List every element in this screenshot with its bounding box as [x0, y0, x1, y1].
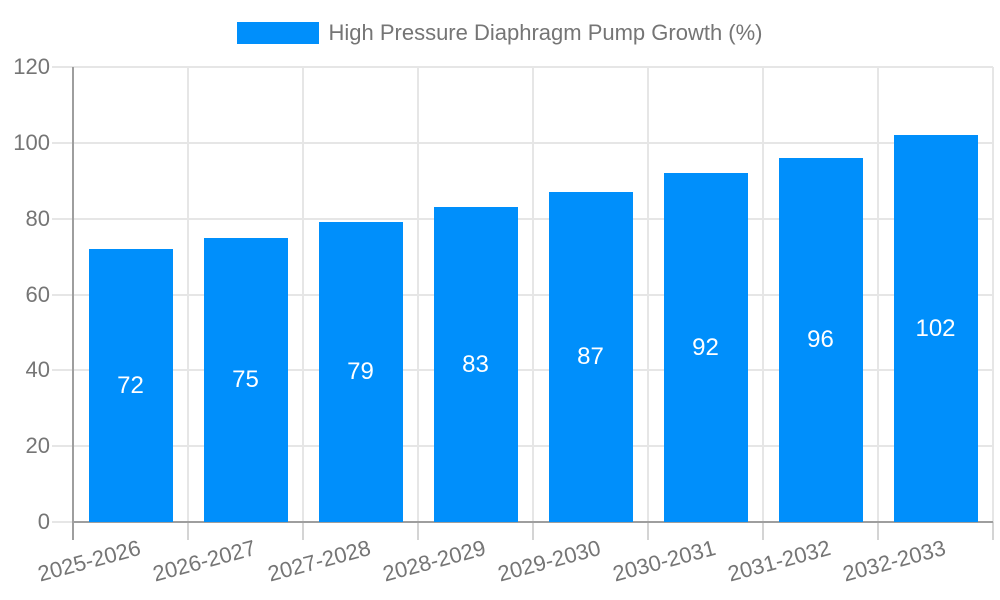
- y-axis-tick-label: 120: [13, 54, 50, 79]
- v-gridline: [417, 67, 419, 522]
- bar: 83: [433, 207, 518, 522]
- y-axis-tick-label: 40: [25, 357, 50, 383]
- y-axis-tick-label: 60: [25, 281, 50, 307]
- bar: 87: [548, 192, 633, 522]
- legend-label: High Pressure Diaphragm Pump Growth (%): [328, 20, 763, 45]
- v-gridline: [302, 67, 304, 522]
- x-tick: [187, 522, 189, 540]
- x-tick: [992, 522, 994, 540]
- bar-value-label: 92: [692, 333, 719, 361]
- x-tick: [302, 522, 304, 540]
- bar: 96: [778, 158, 863, 522]
- bar-value-label: 102: [915, 314, 956, 342]
- v-gridline: [532, 67, 534, 522]
- y-tick: [52, 217, 73, 220]
- x-tick: [762, 522, 764, 540]
- y-axis-tick-label: 100: [13, 129, 50, 155]
- v-gridline: [877, 67, 879, 522]
- v-gridline: [762, 67, 764, 522]
- bar: 79: [318, 222, 403, 522]
- y-tick: [52, 141, 73, 144]
- bar-value-label: 79: [347, 358, 374, 386]
- y-tick: [52, 521, 73, 523]
- v-gridline: [647, 67, 649, 522]
- y-axis-tick-label: 0: [37, 509, 50, 534]
- x-tick: [877, 522, 879, 540]
- x-tick: [532, 522, 534, 540]
- y-tick: [52, 445, 73, 448]
- bar: 102: [893, 135, 978, 522]
- bar-value-label: 96: [807, 326, 834, 353]
- bar-value-label: 87: [577, 343, 604, 371]
- legend-marker: [237, 22, 320, 44]
- bar: 75: [203, 237, 288, 522]
- y-axis-tick-label: 20: [25, 433, 50, 459]
- y-axis-tick-label: 80: [25, 205, 50, 231]
- bar-value-label: 83: [462, 350, 489, 378]
- y-tick: [52, 66, 73, 68]
- bar: 92: [663, 173, 748, 522]
- x-tick: [647, 522, 649, 540]
- v-gridline: [992, 67, 994, 522]
- y-axis-line: [72, 67, 74, 540]
- x-tick: [417, 522, 419, 540]
- v-gridline: [187, 67, 189, 522]
- bar-value-label: 75: [232, 365, 259, 393]
- legend[interactable]: High Pressure Diaphragm Pump Growth (%): [0, 20, 1000, 46]
- bar: 72: [88, 249, 173, 522]
- x-axis-line: [72, 521, 993, 523]
- y-tick: [52, 369, 73, 372]
- bar-value-label: 72: [117, 371, 144, 399]
- y-tick: [52, 293, 73, 296]
